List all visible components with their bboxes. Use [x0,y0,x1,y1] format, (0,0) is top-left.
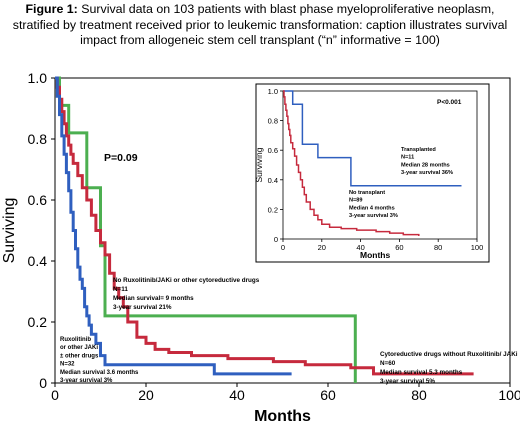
red-annotation-line-1: N=60 [380,360,396,367]
inset-y-tick-label-4: 0.8 [268,117,278,126]
y-tick-label-5: 1.0 [28,70,48,86]
caption-text: Survival data on 103 patients with blast… [12,2,508,47]
inset-red-series-line [283,90,420,236]
x-tick-label-3: 60 [320,387,336,403]
blue-annotation-line-1: or other JAKi [60,345,98,351]
inset-y-tick-label-5: 1.0 [268,87,278,96]
inset-plot-frame [282,90,478,240]
blue-annotation-line-2: ± other drugs [60,353,99,359]
inset-blue-annotation-line-1: N=11 [401,155,414,161]
x-tick-label-5: 100 [498,387,520,403]
inset-red-annotation-line-2: Median 4 months [349,205,395,211]
inset-chart: 0 20 40 60 80 100 0 0.2 0.4 0.6 0.8 1.0 Months Surviv… [254,83,490,263]
green-annotation-line-1: N=11 [113,286,128,293]
inset-x-tick-label-3: 60 [395,243,403,252]
figure-caption: Figure 1: Survival data on 103 patients … [6,2,514,49]
inset-x-tick-label-5: 100 [471,243,484,252]
green-annotation-line-0: No Ruxolitinib/JAKi or other cytoreducti… [113,277,260,284]
y-tick-label-4: 0.8 [28,131,48,147]
inset-x-tick-label-1: 20 [318,243,326,252]
blue-annotation-line-5: 3-year survival 3% [60,378,113,384]
blue-annotation-line-3: N=32 [60,362,75,368]
green-annotation-line-3: 3-year survival 21% [113,304,172,311]
x-tick-label-2: 40 [229,387,245,403]
inset-blue-annotation-line-3: 3-year survival 36% [401,170,453,176]
red-series-line [55,76,474,376]
inset-blue-annotation-line-0: Transplanted [401,147,436,153]
inset-red-annotation-line-0: No transplant [349,190,385,196]
inset-y-tick-label-0: 0 [274,235,278,244]
inset-x-tick-label-4: 80 [434,243,442,252]
inset-y-tick-label-2: 0.4 [268,176,278,185]
inset-red-annotation-line-3: 3-year survival 3% [349,213,398,219]
inset-y-axis-label: Surviving [254,147,264,182]
inset-x-tick-label-0: 0 [281,243,285,252]
main-pvalue: P=0.09 [104,152,138,164]
inset-x-axis-label: Months [360,250,390,260]
inset-x-tick-label-2: 40 [356,243,364,252]
red-annotation-line-0: Cytoreductive drugs without Ruxolitinib/… [380,351,518,358]
y-axis-label: Surviving [1,198,18,264]
blue-annotation-line-4: Median survival 3.6 months [60,370,139,376]
blue-series-line [55,76,292,376]
red-annotation-line-3: 3-year survival 5% [380,378,435,385]
inset-y-tick-label-3: 0.6 [268,146,278,155]
y-tick-label-2: 0.4 [28,253,48,269]
x-tick-label-4: 80 [411,387,427,403]
main-plot-frame [54,77,511,384]
green-annotation-line-2: Median survival= 9 months [113,295,194,302]
blue-annotation-line-0: Ruxolitinib [60,337,91,343]
main-chart: 0 20 40 60 80 100 0 0.2 0.4 0.6 0.8 1.0 Months Surviv… [1,70,520,425]
y-tick-label-1: 0.2 [28,314,48,330]
x-tick-label-0: 0 [51,387,59,403]
x-tick-label-1: 20 [138,387,154,403]
inset-blue-series-line [283,90,462,187]
y-tick-label-3: 0.6 [28,192,48,208]
inset-y-tick-label-1: 0.2 [268,205,278,214]
caption-label: Figure 1: [25,2,78,16]
inset-blue-annotation-line-2: Median 28 months [401,162,450,168]
x-axis-label: Months [254,408,311,425]
inset-red-annotation-line-1: N=89 [349,198,363,204]
y-tick-label-0: 0 [39,375,47,391]
inset-box [255,83,490,263]
inset-pvalue: P<0.001 [437,99,462,106]
red-annotation-line-2: Median survival 5.3 months [380,369,463,376]
